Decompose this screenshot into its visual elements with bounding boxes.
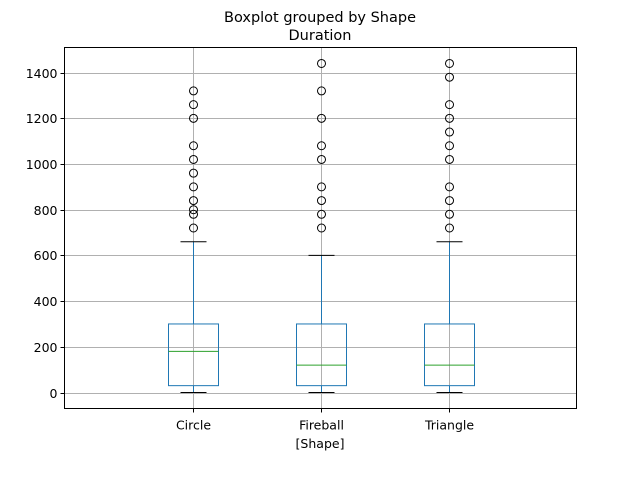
outlier-point: [445, 58, 454, 68]
box-fireball: [296, 58, 347, 394]
outlier-point: [445, 113, 454, 123]
y-tick-label: 1000: [26, 157, 58, 172]
x-axis: Circle Fireball Triangle: [176, 408, 474, 433]
outlier-point: [189, 223, 198, 233]
outlier-point: [445, 209, 454, 219]
outlier-point: [317, 86, 326, 96]
x-tick-label: Circle: [176, 418, 211, 433]
outlier-point: [445, 182, 454, 192]
outlier-point: [317, 113, 326, 123]
grid-lines: [64, 47, 577, 409]
outlier-point: [189, 113, 198, 123]
y-tick-label: 600: [34, 248, 58, 263]
outlier-point: [189, 205, 198, 215]
x-axis-label: [Shape]: [296, 436, 345, 451]
y-axis: 0 200 400 600 800 1000 1200 1400: [26, 66, 65, 401]
outlier-point: [317, 209, 326, 219]
outlier-point: [317, 141, 326, 151]
y-tick-label: 1400: [26, 66, 58, 81]
chart-subtitle: Duration: [289, 28, 352, 44]
outlier-point: [189, 196, 198, 206]
y-tick-label: 800: [34, 203, 58, 218]
outlier-point: [445, 72, 454, 82]
y-tick-label: 200: [34, 340, 58, 355]
outlier-point: [445, 141, 454, 151]
outlier-point: [317, 196, 326, 206]
box-triangle: [424, 58, 475, 394]
outlier-point: [189, 86, 198, 96]
box-body: [296, 323, 347, 387]
chart-title: Boxplot grouped by Shape: [224, 10, 416, 26]
outlier-point: [445, 223, 454, 233]
outlier-point: [445, 100, 454, 110]
outlier-point: [189, 209, 198, 219]
y-tick-label: 1200: [26, 111, 58, 126]
box-body: [424, 323, 475, 387]
outlier-point: [189, 154, 198, 164]
box-circle: [168, 86, 219, 394]
outlier-point: [445, 196, 454, 206]
outlier-point: [189, 141, 198, 151]
outlier-point: [189, 168, 198, 178]
outlier-point: [317, 154, 326, 164]
box-group: [168, 58, 475, 394]
y-tick-label: 0: [50, 386, 58, 401]
outlier-point: [317, 182, 326, 192]
outlier-point: [189, 182, 198, 192]
outlier-point: [189, 100, 198, 110]
y-tick-label: 400: [34, 294, 58, 309]
outlier-point: [317, 58, 326, 68]
outlier-point: [317, 223, 326, 233]
plot-frame: [64, 47, 577, 409]
x-tick-label: Triangle: [424, 418, 474, 433]
outlier-point: [445, 127, 454, 137]
box-body: [168, 323, 219, 387]
outlier-point: [445, 154, 454, 164]
x-tick-label: Fireball: [299, 418, 344, 433]
